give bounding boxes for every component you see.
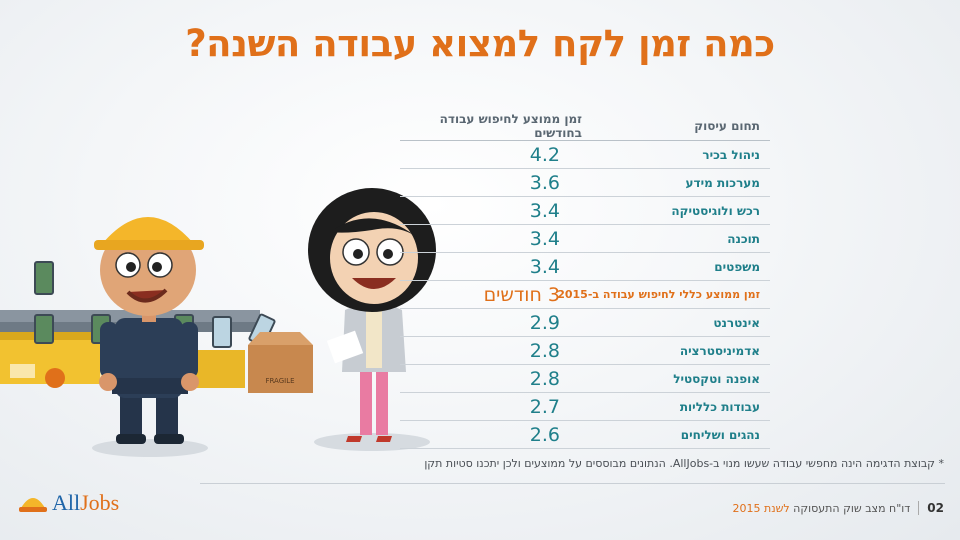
row-value: 3.4 — [529, 255, 560, 278]
footer-year: לשנת 2015 — [732, 501, 790, 515]
row-value: 2.8 — [529, 367, 560, 390]
table-row: עבודות כלליות 2.7 — [400, 393, 770, 421]
row-value: 2.6 — [529, 423, 560, 446]
footer: 02 דו"ח מצב שוק התעסוקה לשנת 2015 — [732, 501, 944, 515]
row-field: אופנה וטקסטיל — [673, 371, 760, 386]
table-row: משפטים 3.4 — [400, 253, 770, 281]
logo-text: AllJobs — [52, 490, 119, 516]
footer-divider — [200, 483, 945, 484]
logo-text-all: All — [52, 490, 81, 515]
row-field: רכש ולוגיסטיקה — [671, 203, 760, 218]
footer-text: דו"ח מצב שוק התעסוקה — [793, 501, 911, 515]
row-field: מערכות מידע — [685, 175, 760, 190]
search-time-table: תחום עיסוק זמן ממוצע לחיפוש עבודה בחודשי… — [400, 112, 770, 449]
footnote: * קבוצת הדגימה הינה מחפשי עבודה שעשו מנו… — [424, 457, 944, 470]
worker-character — [92, 217, 208, 457]
table-row: אדמיניסטרציה 2.8 — [400, 337, 770, 365]
header-field: תחום עיסוק — [694, 119, 760, 133]
row-value: 3.6 — [529, 171, 560, 194]
table-row-highlight: זמן ממוצע כללי לחיפוש עבודה ב-2015 3 חודש… — [400, 281, 770, 309]
table-row: ניהול בכיר 4.2 — [400, 141, 770, 169]
row-field: ניהול בכיר — [702, 147, 760, 162]
row-value: 2.8 — [529, 339, 560, 362]
header-time: זמן ממוצע לחיפוש עבודה בחודשים — [439, 112, 582, 140]
row-value: 3.4 — [529, 227, 560, 250]
row-field: אינטרנט — [713, 315, 760, 330]
page-number: 02 — [918, 501, 944, 515]
row-value: 3 חודשים — [483, 283, 560, 306]
woman-character — [308, 188, 436, 451]
table-row: רכש ולוגיסטיקה 3.4 — [400, 197, 770, 225]
row-value: 2.7 — [529, 395, 560, 418]
row-field: משפטים — [714, 259, 760, 274]
illustration: FRAGILE — [0, 188, 436, 457]
fragile-label: FRAGILE — [265, 377, 294, 385]
hardhat-logo-icon — [19, 498, 47, 512]
row-value: 4.2 — [529, 143, 560, 166]
logo-text-jobs: Jobs — [80, 490, 120, 515]
table-row: אינטרנט 2.9 — [400, 309, 770, 337]
row-field: זמן ממוצע כללי לחיפוש עבודה ב-2015 — [557, 288, 760, 301]
table-row: אופנה וטקסטיל 2.8 — [400, 365, 770, 393]
row-value: 2.9 — [529, 311, 560, 334]
row-value: 3.4 — [529, 199, 560, 222]
table-row: תוכנה 3.4 — [400, 225, 770, 253]
page-title: כמה זמן לקח למצוא עבודה השנה? — [185, 22, 775, 65]
table-row: נהגים ושליחים 2.6 — [400, 421, 770, 449]
row-field: תוכנה — [727, 231, 760, 246]
table-row: מערכות מידע 3.6 — [400, 169, 770, 197]
fragile-box: FRAGILE — [248, 332, 313, 393]
row-field: נהגים ושליחים — [680, 427, 760, 442]
row-field: עבודות כלליות — [679, 399, 760, 414]
alljobs-logo[interactable]: AllJobs — [18, 490, 119, 516]
row-field: אדמיניסטרציה — [679, 343, 760, 358]
table-header: תחום עיסוק זמן ממוצע לחיפוש עבודה בחודשי… — [400, 112, 770, 141]
